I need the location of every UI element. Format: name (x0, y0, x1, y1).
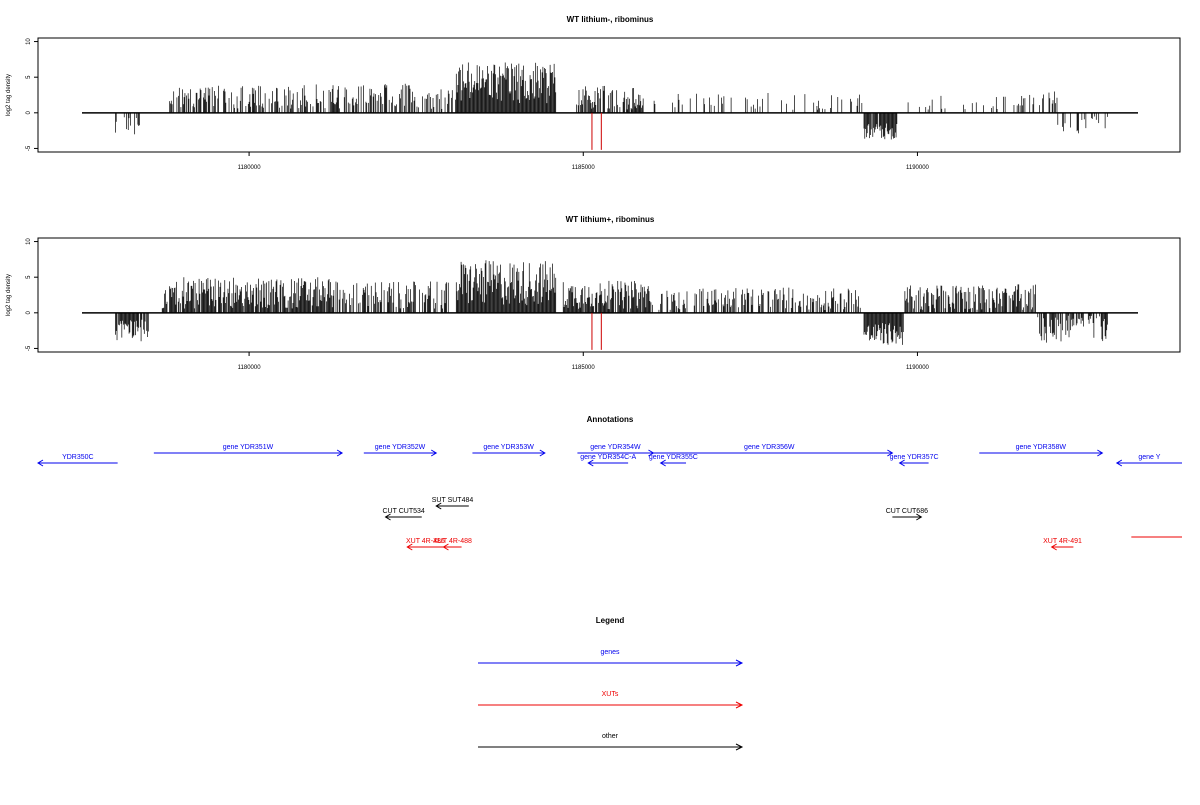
feature-label: gene Y (1138, 454, 1160, 461)
arrowhead (384, 513, 391, 521)
legend-entry: other (478, 733, 744, 751)
y-tick-label: 10 (26, 238, 32, 245)
feature-label: CUT CUT686 (886, 508, 928, 515)
annotation-feature: gene YDR354C-A (580, 454, 636, 467)
arrowhead (916, 513, 923, 521)
signal-bars (82, 260, 1138, 350)
feature-label: gene YDR354C-A (580, 454, 636, 461)
legend-title: Legend (596, 616, 625, 625)
legend-label: XUTs (602, 691, 619, 698)
feature-label: gene YDR355C (649, 454, 698, 461)
panel-title: WT lithium+, ribominus (566, 215, 655, 224)
arrowhead (336, 449, 344, 457)
x-tick-label: 1180000 (238, 365, 262, 371)
annotation-feature: gene YDR358W (979, 444, 1104, 457)
legend-arrowhead (735, 701, 744, 709)
annotation-feature: XUT 4R-491 (1043, 538, 1082, 551)
arrowhead (887, 449, 894, 457)
legend-entry: genes (478, 649, 744, 667)
arrowhead (1050, 543, 1057, 551)
y-tick-label: 10 (26, 38, 32, 45)
arrowhead (37, 459, 44, 467)
axes: -5 0 5 10 1180000 1185000 1190000 (26, 38, 930, 171)
annotation-feature: gene YDR356W (646, 444, 894, 457)
y-tick-label: 0 (26, 110, 32, 114)
arrowhead (442, 543, 449, 551)
y-tick-label: 5 (26, 275, 32, 279)
feature-label: YDR350C (62, 454, 94, 461)
legend-label: genes (600, 649, 620, 656)
y-tick-label: -5 (26, 145, 32, 151)
annotation-feature: gene YDR352W (363, 444, 438, 457)
track-panel-lithium-plus: WT lithium+, ribominus log2 tag density … (6, 215, 1181, 371)
x-tick-label: 1180000 (238, 165, 262, 171)
annotation-feature: CUT CUT534 (383, 508, 425, 521)
annotation-features: YDR350C gene YDR351W gene YDR352W gene YDR3… (37, 444, 1182, 551)
track-panel-lithium-minus: WT lithium-, ribominus log2 tag density … (6, 15, 1181, 171)
arrowhead (898, 459, 905, 467)
feature-label: XUT 4R-488 (433, 538, 472, 545)
feature-label: SUT SUT484 (432, 497, 474, 504)
arrowhead (430, 449, 438, 457)
feature-label: gene YDR358W (1016, 444, 1067, 451)
legend-entry: XUTs (478, 691, 744, 709)
x-tick-label: 1190000 (906, 165, 930, 171)
panel-title: WT lithium-, ribominus (567, 15, 654, 24)
arrowhead (539, 449, 546, 457)
annotation-feature: gene YDR351W (153, 444, 344, 457)
arrowhead (435, 502, 442, 510)
arrowhead (1115, 459, 1123, 467)
feature-label: gene YDR353W (483, 444, 534, 451)
feature-label: CUT CUT534 (383, 508, 425, 515)
arrowhead (587, 459, 594, 467)
annotation-feature: CUT CUT686 (886, 508, 928, 521)
annotations-panel: Annotations YDR350C gene YDR351W gene YDR3… (37, 415, 1182, 551)
legend-panel: Legend genes XUTs other (478, 616, 744, 751)
legend-label: other (602, 733, 619, 740)
feature-label: XUT 4R-486 (406, 538, 445, 545)
plot-frame (37, 237, 1181, 353)
arrowhead (659, 459, 666, 467)
signal-bars (82, 62, 1138, 150)
feature-label: gene YDR351W (223, 444, 274, 451)
x-tick-label: 1190000 (906, 365, 930, 371)
y-axis-label: log2 tag density (6, 74, 12, 116)
annotation-feature: gene YDR353W (472, 444, 546, 457)
plot-frame (37, 37, 1181, 153)
arrowhead (1097, 449, 1104, 457)
arrowhead (406, 543, 413, 551)
feature-label: gene YDR356W (744, 444, 795, 451)
x-tick-label: 1185000 (572, 165, 596, 171)
annotation-feature: XUT 4R-488 (433, 538, 472, 551)
feature-label: XUT 4R-491 (1043, 538, 1082, 545)
x-tick-label: 1185000 (572, 365, 596, 371)
legend-arrowhead (735, 659, 744, 667)
feature-label: gene YDR352W (375, 444, 426, 451)
y-tick-label: 0 (26, 310, 32, 314)
legend-entries: genes XUTs other (478, 649, 744, 751)
annotation-feature: YDR350C (37, 454, 118, 467)
feature-label: gene YDR357C (890, 454, 939, 461)
y-tick-label: 5 (26, 75, 32, 79)
annotation-feature: gene Y (1115, 454, 1182, 467)
y-axis-label: log2 tag density (6, 274, 12, 316)
annotation-feature: gene YDR355C (649, 454, 698, 467)
axes: -5 0 5 10 1180000 1185000 1190000 (26, 238, 930, 371)
annotation-feature: XUT 4R-486 (406, 538, 445, 551)
y-tick-label: -5 (26, 345, 32, 351)
annotation-feature: SUT SUT484 (432, 497, 474, 510)
feature-label: gene YDR354W (590, 444, 641, 451)
legend-arrowhead (735, 743, 744, 751)
annotation-feature: gene YDR357C (890, 454, 939, 467)
annotations-title: Annotations (587, 415, 634, 424)
